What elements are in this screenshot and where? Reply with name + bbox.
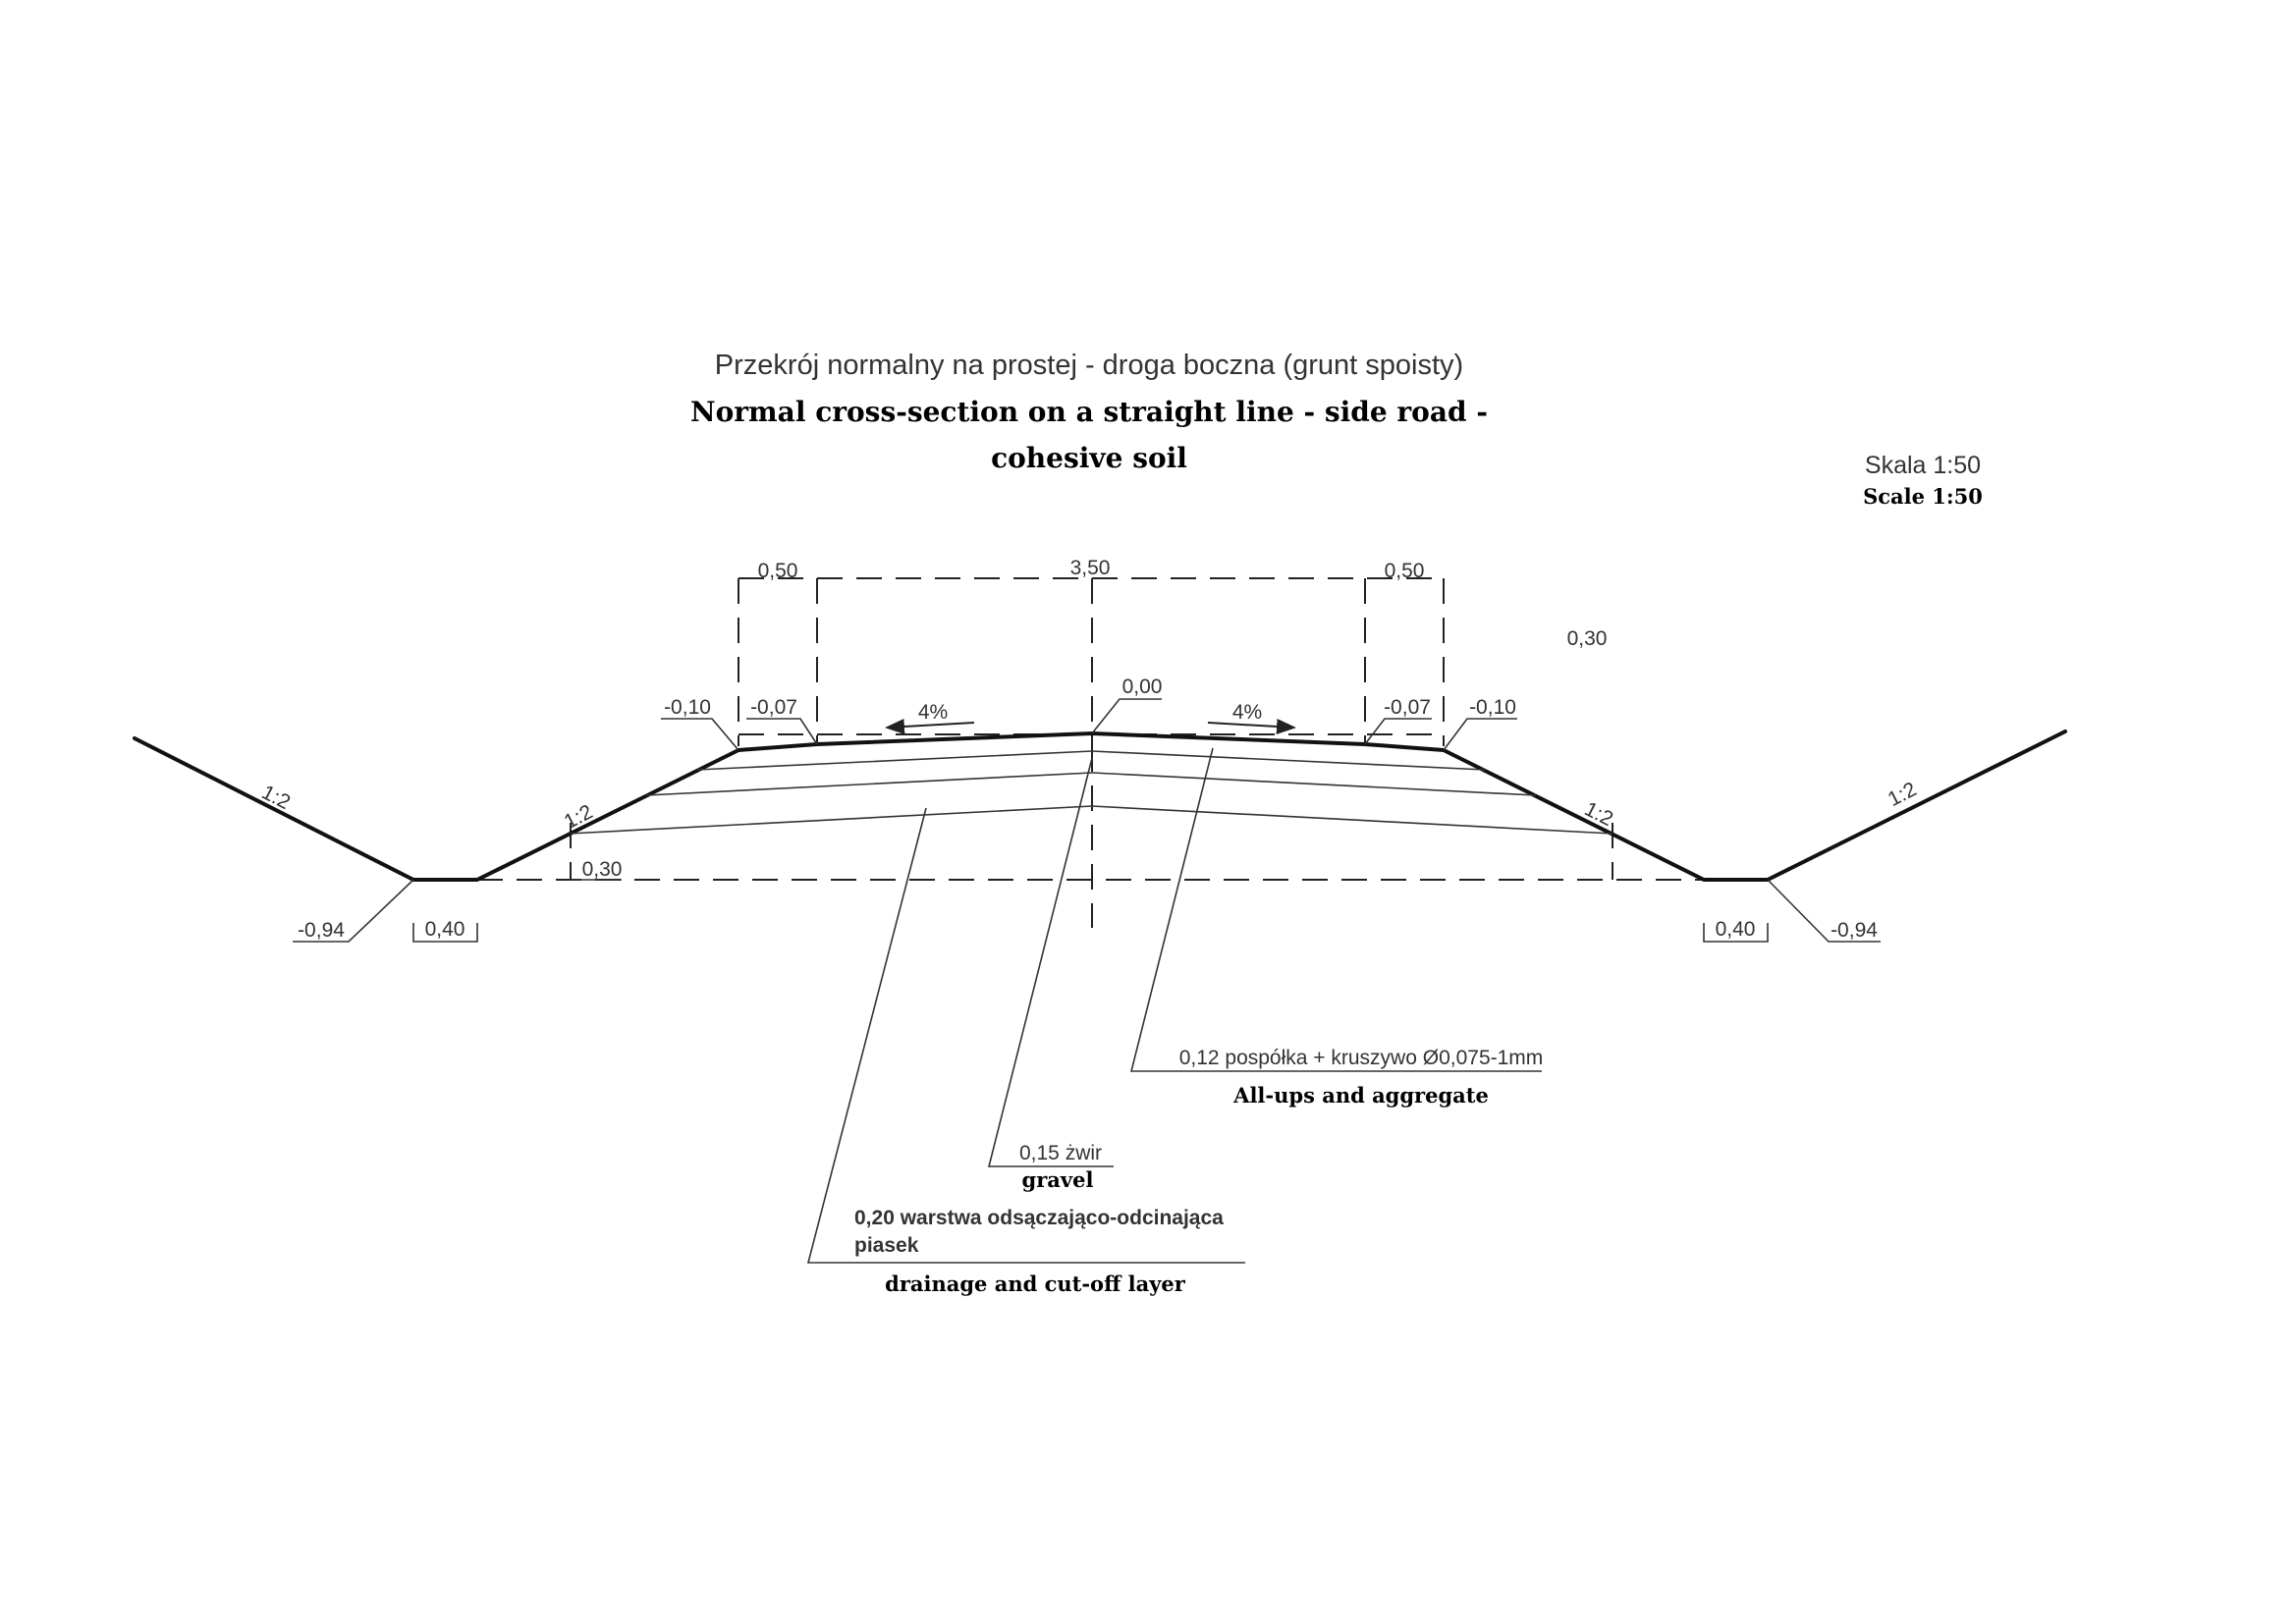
dim-ditch-right: 0,40 bbox=[1703, 918, 1769, 943]
leader-layer-2 bbox=[987, 757, 1114, 1167]
scale-english: Scale 1:50 bbox=[1863, 484, 1983, 509]
elevation-ditch-right-label: -0,94 bbox=[1831, 919, 1878, 942]
layer-boundary-2 bbox=[645, 772, 1537, 796]
title-english-line1: Normal cross-section on a straight line … bbox=[690, 396, 1488, 428]
layer-boundary-1 bbox=[696, 750, 1486, 771]
dimension-frame bbox=[477, 577, 1704, 928]
elevation-left-carriageway: -0,07 bbox=[746, 696, 818, 745]
layer-2-english: gravel bbox=[1022, 1167, 1094, 1192]
dim-top-left-shoulder: 0,50 bbox=[758, 560, 798, 582]
elevation-ditch-left: -0,94 bbox=[293, 879, 414, 943]
leader-layer-1 bbox=[1129, 747, 1542, 1072]
dim-bottom-left-depth: 0,30 bbox=[571, 858, 622, 881]
elevation-ditch-right: -0,94 bbox=[1767, 879, 1881, 943]
slope-inner-right: 1:2 bbox=[1581, 797, 1616, 831]
layer-boundary-3 bbox=[569, 805, 1613, 835]
layer-3-polish-line2: piasek bbox=[854, 1234, 919, 1257]
cross-fall-left-label: 4% bbox=[918, 701, 948, 724]
elevation-left-carriageway-label: -0,07 bbox=[750, 696, 797, 719]
elevation-ditch-left-label: -0,94 bbox=[298, 919, 345, 942]
cross-fall-left: 4% bbox=[885, 701, 975, 734]
dim-ditch-left: 0,40 bbox=[412, 918, 478, 943]
elevation-left-edge: -0,10 bbox=[661, 696, 739, 751]
dim-bottom-left-depth-label: 0,30 bbox=[582, 858, 623, 881]
layer-1-english: All-ups and aggregate bbox=[1232, 1083, 1489, 1108]
elevation-right-carriageway: -0,07 bbox=[1364, 696, 1432, 745]
dim-top-right-shoulder: 0,50 bbox=[1385, 560, 1425, 582]
dim-top-center: 3,50 bbox=[1070, 557, 1111, 579]
layer-1-polish: 0,12 pospółka + kruszywo Ø0,075-1mm bbox=[1179, 1047, 1544, 1069]
dim-right-depth: 0,30 bbox=[1567, 627, 1608, 650]
elevation-left-edge-label: -0,10 bbox=[664, 696, 711, 719]
slope-outer-left: 1:2 bbox=[258, 781, 294, 814]
layer-3-english: drainage and cut-off layer bbox=[885, 1271, 1186, 1296]
elevation-right-edge: -0,10 bbox=[1443, 696, 1517, 751]
ground-profile bbox=[133, 730, 2067, 882]
title-polish: Przekrój normalny na prostej - droga boc… bbox=[715, 350, 1463, 381]
elevation-right-edge-label: -0,10 bbox=[1469, 696, 1516, 719]
dim-ditch-right-label: 0,40 bbox=[1716, 918, 1756, 941]
layer-3-polish-line1: 0,20 warstwa odsączająco-odcinająca bbox=[854, 1207, 1224, 1229]
scale-polish: Skala 1:50 bbox=[1865, 452, 1981, 479]
title-english-line2: cohesive soil bbox=[991, 442, 1187, 474]
cross-fall-right-label: 4% bbox=[1232, 701, 1262, 724]
leader-layer-3 bbox=[806, 807, 1245, 1264]
layer-2-polish: 0,15 żwir bbox=[1019, 1142, 1102, 1164]
elevation-right-carriageway-label: -0,07 bbox=[1384, 696, 1431, 719]
cross-fall-right: 4% bbox=[1207, 701, 1296, 734]
elevation-axis-label: 0,00 bbox=[1122, 676, 1163, 698]
elevation-axis: 0,00 bbox=[1091, 676, 1163, 734]
slope-inner-left: 1:2 bbox=[561, 800, 596, 834]
dim-ditch-left-label: 0,40 bbox=[425, 918, 465, 941]
